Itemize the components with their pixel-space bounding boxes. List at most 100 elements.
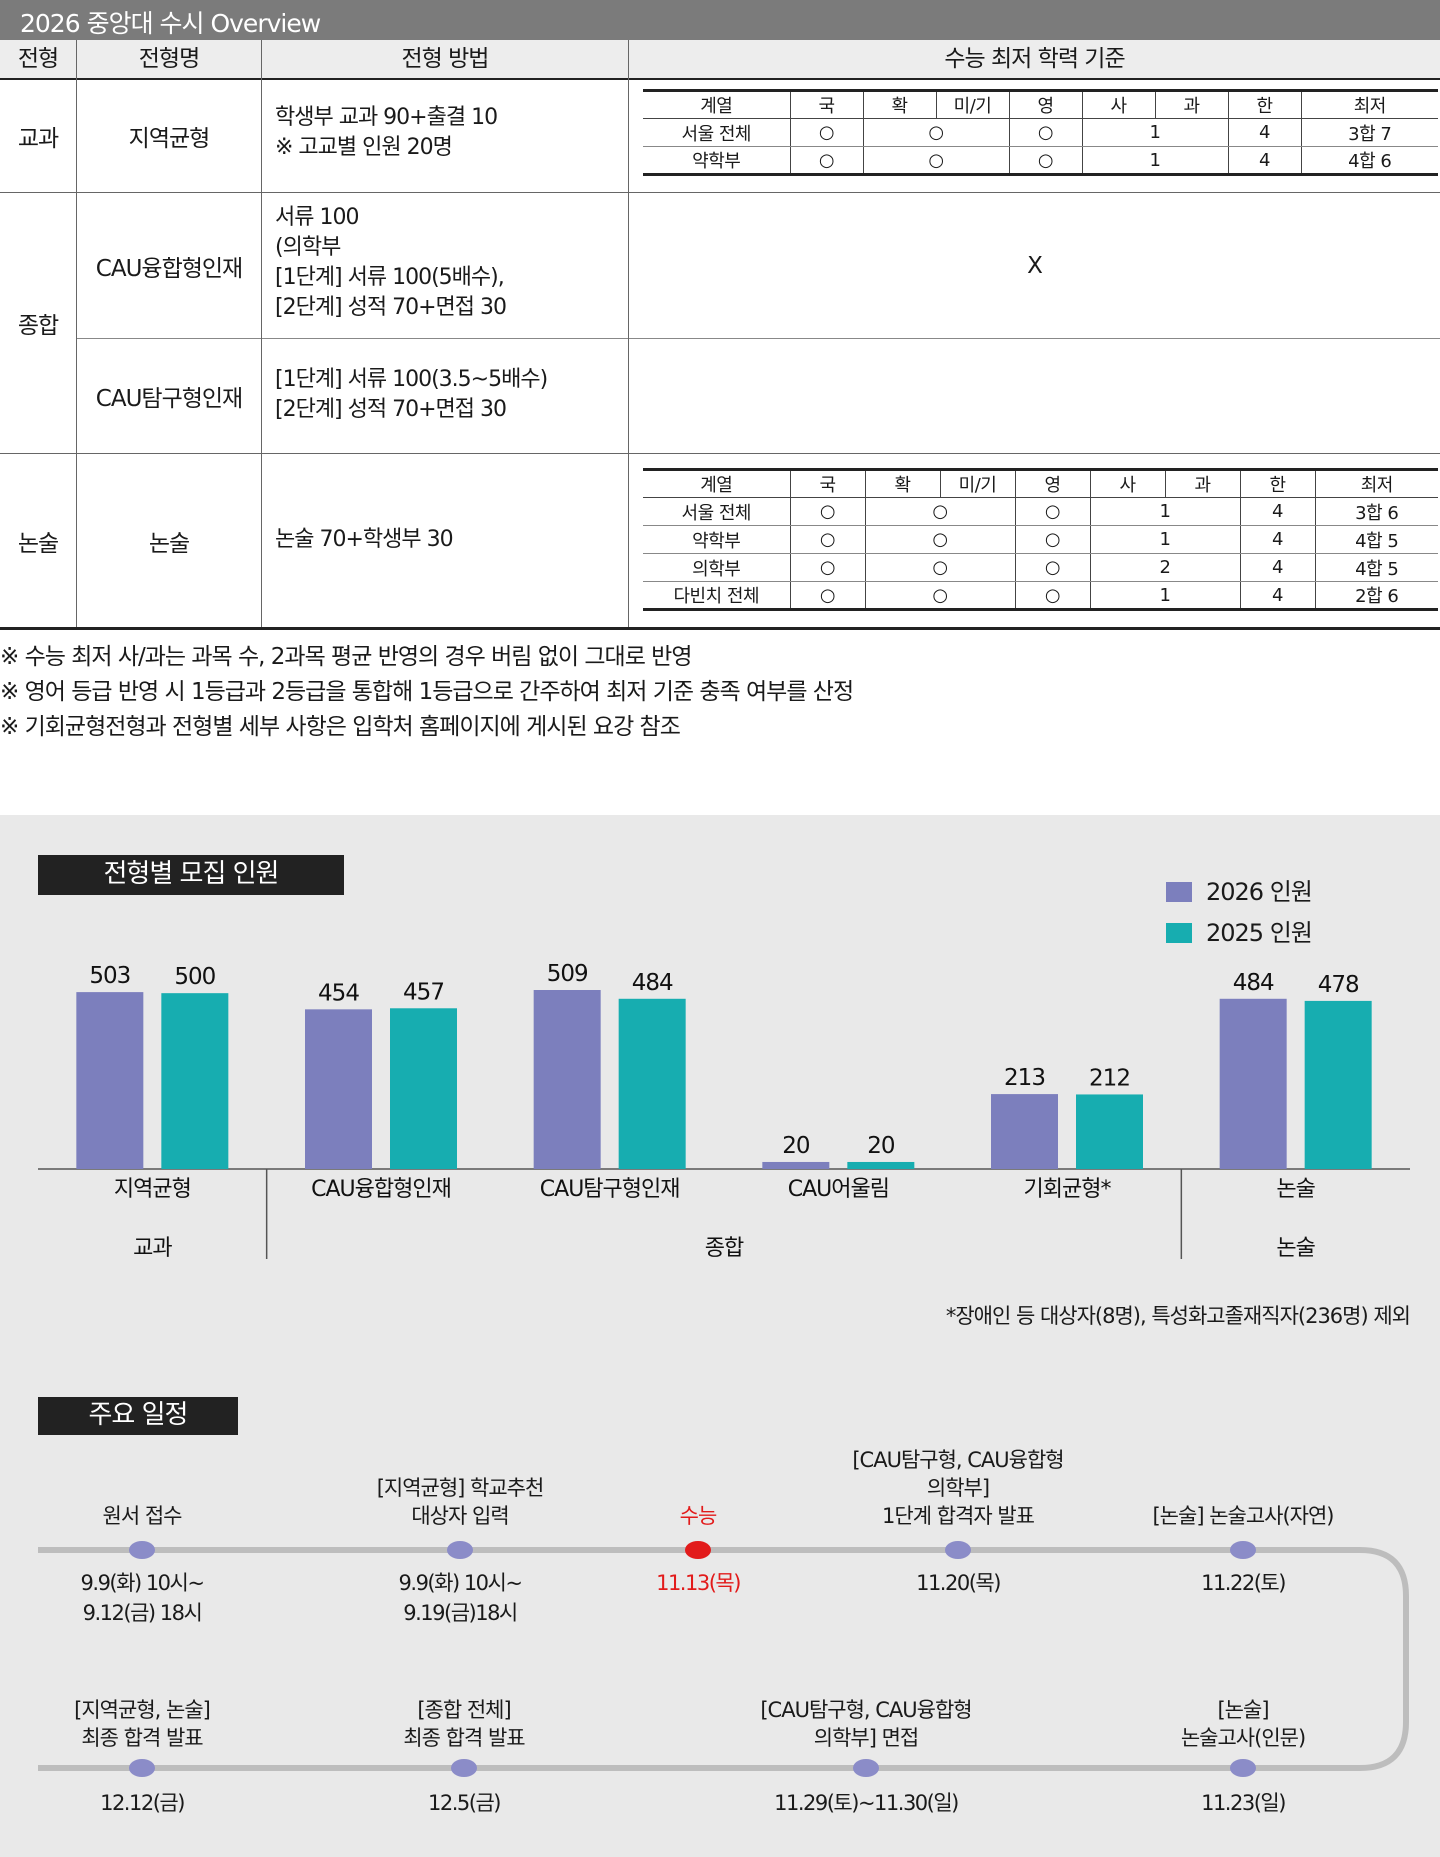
header-method: 전형 방법 [262,40,628,78]
bar-value-label: 484 [1233,970,1274,996]
schedule-title-line: [논술] 논술고사(자연) [1152,1504,1334,1528]
bar-value-label: 478 [1318,972,1359,998]
schedule-title-line: [CAU탐구형, CAU융합형 [760,1698,972,1722]
schedule-title-line: 대상자 입력 [411,1504,509,1528]
bar-value-label: 509 [547,961,588,987]
category-label: CAU융합형인재 [311,1177,451,1202]
schedule-title-line: [종합 전체] [417,1698,511,1722]
schedule-dot [1230,1759,1256,1777]
bar-value-label: 503 [89,963,130,989]
page-title: 2026 중앙대 수시 Overview [20,9,321,38]
criteria-cell: 서울 전체 [643,118,790,147]
legend-item-2026: 2026 인원 [1166,872,1313,907]
group-label: 교과 [133,1236,172,1261]
criteria-header-cell: 영 [1008,89,1082,119]
method-line: 서류 100 [275,205,359,230]
criteria-header-cell: 과 [1164,468,1240,498]
criteria-header-cell: 계열 [643,89,790,119]
legend-swatch-2026 [1166,882,1192,902]
bar-2025 [847,1161,915,1169]
legend-item-2025: 2025 인원 [1166,913,1313,948]
bar-value-label: 212 [1089,1065,1130,1091]
criteria-cell: 4 [1239,525,1315,554]
criteria-header-cell: 영 [1014,468,1090,498]
bar-2025 [390,1008,457,1169]
col-divider [628,40,629,627]
schedule-event-date: 9.9(화) 10시~ 9.12(금) 18시 [81,1568,205,1628]
method-line: [2단계] 성적 70+면접 30 [275,397,507,422]
method-nonsul: 논술 70+학생부 30 [275,525,454,555]
info-panel [0,815,1440,1857]
criteria-cell: ○ [864,581,1015,611]
criteria-cell: 1 [1081,118,1228,147]
schedule-dot [945,1541,971,1559]
schedule-event-title: [CAU탐구형, CAU융합형 의학부] 1단계 합격자 발표 [852,1446,1064,1530]
criteria-header-cell: 국 [789,468,865,498]
note-line: ※ 수능 최저 사/과는 과목 수, 2과목 평균 반영의 경우 버림 없이 그… [0,644,693,670]
criteria-cell: 3합 7 [1300,118,1438,147]
method-line: [1단계] 서류 100(5배수), [275,265,505,290]
header-name: 전형명 [77,40,261,78]
criteria-header-cell: 확 [864,468,940,498]
category-label: CAU어울림 [788,1177,889,1202]
note-line: ※ 기회균형전형과 전형별 세부 사항은 입학처 홈페이지에 게시된 요강 참조 [0,714,681,740]
schedule-title-line: 의학부] 면접 [813,1726,919,1750]
schedule-event-title: 수능 [680,1502,718,1530]
bar-value-label: 457 [403,979,444,1005]
category-nonsul: 논술 [17,530,59,557]
method-line: [1단계] 서류 100(3.5~5배수) [275,367,548,392]
criteria-row: 약학부 ○ ○ ○ 1 4 4합 5 [643,525,1438,554]
criteria-cell: ○ [789,146,863,176]
schedule-date-line: 11.13(목) [656,1571,741,1595]
bar-2026 [305,1009,372,1169]
criteria-none: X [1027,252,1043,279]
criteria-header-cell: 최저 [1300,89,1438,119]
criteria-table-nonsul: 계열 국 확 미/기 영 사 과 한 최저 서울 전체 ○ ○ ○ 1 4 3합 6 약학부 ○ ○ ○ 1 4 4합 5… [643,468,1438,611]
criteria-cell: 1 [1081,146,1228,176]
criteria-row: 다빈치 전체 ○ ○ ○ 1 4 2합 6 [643,581,1438,611]
criteria-cell: ○ [1014,497,1090,526]
col-divider [261,40,262,627]
criteria-header-cell: 최저 [1314,468,1438,498]
legend-label-2025: 2025 인원 [1206,919,1313,947]
schedule-section-label: 주요 일정 [38,1397,238,1435]
criteria-cell: ○ [1008,146,1082,176]
criteria-header-cell: 확 [862,89,936,119]
criteria-cell: 다빈치 전체 [643,581,790,611]
schedule-title-line: 최종 합격 발표 [81,1726,203,1750]
criteria-cell: ○ [1014,553,1090,582]
schedule-date-line: 12.5(금) [428,1791,501,1815]
schedule-event-date: 9.9(화) 10시~ 9.19(금)18시 [399,1568,523,1628]
criteria-cell: 1 [1089,525,1240,554]
schedule-date-line: 9.12(금) 18시 [82,1601,203,1625]
schedule-dot [447,1541,473,1559]
schedule-event-title: [종합 전체] 최종 합격 발표 [403,1696,525,1752]
row-divider [77,338,1440,339]
bar-value-label: 20 [782,1133,810,1159]
criteria-cell: ○ [789,118,863,147]
schedule-title-line: 논술고사(인문) [1180,1726,1306,1750]
table-bottom-border [0,627,1440,630]
header-divider [0,78,1440,80]
criteria-cell: ○ [1014,525,1090,554]
bar-2026 [76,992,144,1169]
bar-value-label: 500 [174,964,215,990]
criteria-row: 서울 전체 ○ ○ ○ 1 4 3합 6 [643,497,1438,526]
footnotes: ※ 수능 최저 사/과는 과목 수, 2과목 평균 반영의 경우 버림 없이 그… [0,640,854,745]
schedule-event-title: [논술] 논술고사(인문) [1180,1696,1306,1752]
criteria-cell: ○ [789,553,865,582]
bar-2026 [533,990,601,1169]
schedule-date-line: 11.20(목) [916,1571,1001,1595]
criteria-cell: ○ [862,146,1009,176]
schedule-title-line: 1단계 합격자 발표 [882,1504,1035,1528]
bar-2026 [1219,998,1287,1169]
criteria-cell: 서울 전체 [643,497,790,526]
bar-value-label: 20 [867,1133,895,1159]
method-cau-fusion: 서류 100 (의학부 [1단계] 서류 100(5배수), [2단계] 성적 … [275,203,507,323]
schedule-event-date: 12.5(금) [428,1788,501,1818]
method-line: [2단계] 성적 70+면접 30 [275,295,507,320]
schedule-title-line: [지역균형, 논술] [74,1698,211,1722]
category-label: 기회균형* [1024,1177,1112,1202]
criteria-cell: ○ [789,525,865,554]
